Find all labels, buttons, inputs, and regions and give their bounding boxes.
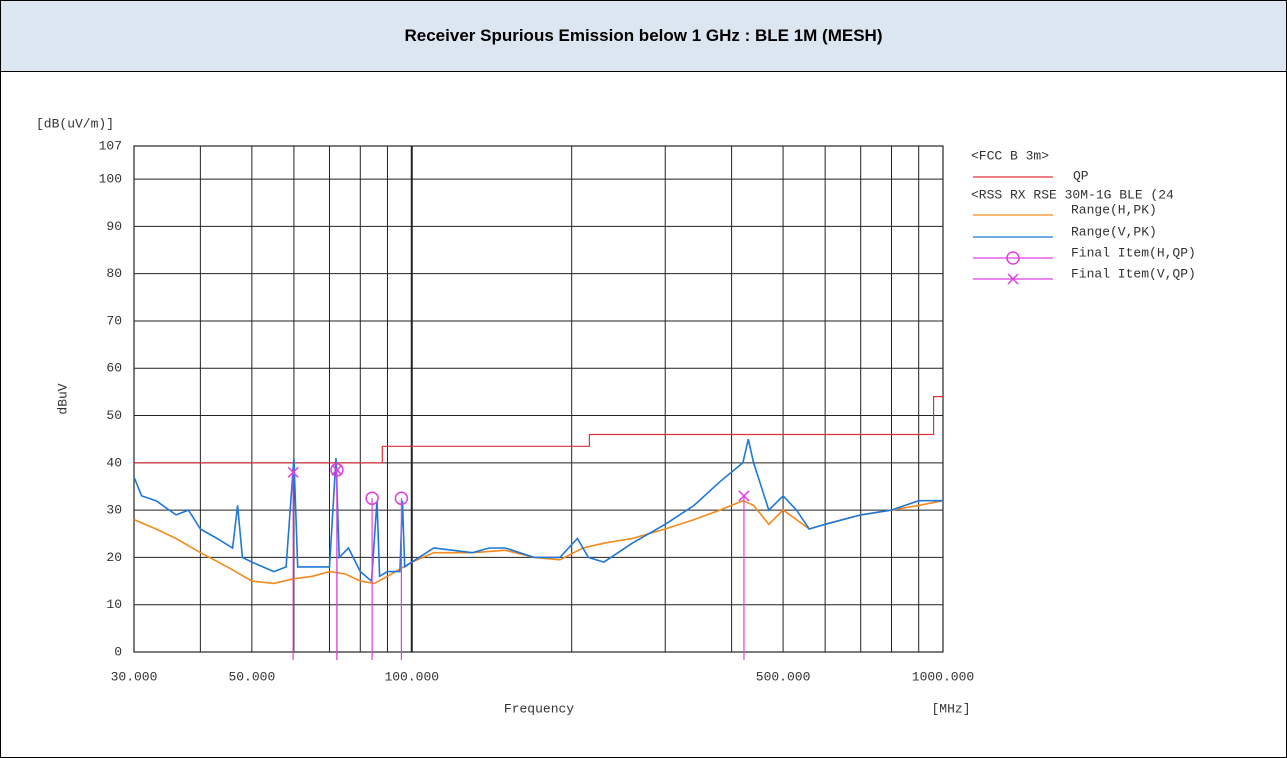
marker-circle <box>394 491 409 506</box>
x-tick-label: 50.000 <box>228 669 275 684</box>
series-line <box>133 499 944 585</box>
marker-x <box>1007 273 1019 285</box>
y-tick-label: 30 <box>106 503 122 518</box>
legend-label: Final Item(H,QP) <box>1071 245 1196 260</box>
y-tick-label: 107 <box>99 138 122 153</box>
y-tick-label: 100 <box>99 172 122 187</box>
series-line <box>134 396 943 464</box>
plot-area <box>133 145 944 653</box>
x-tick-label: 30.000 <box>111 669 158 684</box>
y-tick-label: 20 <box>106 550 122 565</box>
x-tick-label: 100.000 <box>384 669 439 684</box>
marker-x <box>738 490 750 502</box>
chart: 0 10 20 30 40 50 60 70 80 90 100 107 30.000 50.000 100… <box>36 116 1196 716</box>
chart-title: Receiver Spurious Emission below 1 GHz :… <box>1 1 1286 72</box>
y-axis-label: dBuV <box>55 383 70 414</box>
series-line <box>133 439 943 583</box>
y-unit: [dB(uV/m)] <box>36 116 114 131</box>
y-tick-label: 0 <box>114 644 122 659</box>
marker-x <box>331 464 343 476</box>
x-axis-label: Frequency <box>504 701 574 716</box>
legend-label: Range(H,PK) <box>1071 202 1157 217</box>
y-tick-label: 80 <box>106 266 122 281</box>
legend-label: QP <box>1073 168 1089 183</box>
x-unit: [MHz] <box>931 701 970 716</box>
marker-circle <box>1006 251 1020 265</box>
y-tick-label: 40 <box>106 455 122 470</box>
y-tick-label: 70 <box>106 313 122 328</box>
x-tick-label: 500.000 <box>756 669 811 684</box>
legend-header: <FCC B 3m> <box>971 148 1049 163</box>
y-tick-label: 90 <box>106 219 122 234</box>
y-tick-label: 60 <box>106 361 122 376</box>
x-tick-label: 1000.000 <box>912 669 974 684</box>
y-tick-label: 50 <box>106 408 122 423</box>
legend-label: Range(V,PK) <box>1071 224 1157 239</box>
legend-label: Final Item(V,QP) <box>1071 266 1196 281</box>
marker-circle <box>365 491 379 506</box>
marker-x <box>287 466 299 478</box>
legend-header: <RSS RX RSE 30M-1G BLE (24 <box>971 187 1174 202</box>
y-tick-label: 10 <box>106 597 122 612</box>
